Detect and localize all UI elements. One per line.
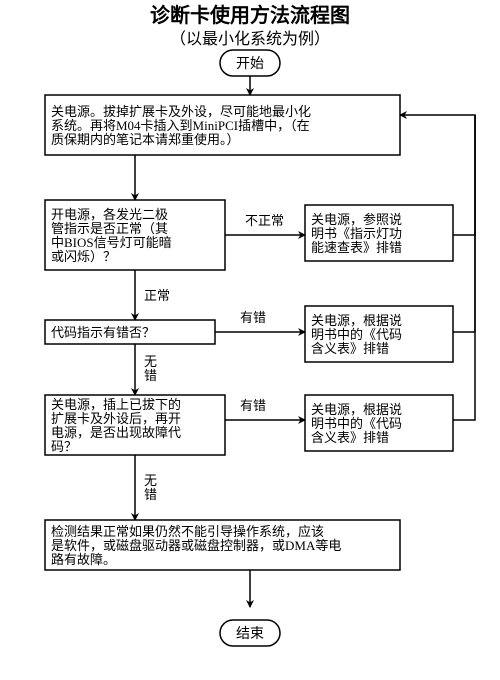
node-step1-line-1: 系统。再将M04卡插入到MiniPCI插槽中，（在 [51,118,310,133]
edge-label-5: 无 [144,354,157,369]
edge-label-3: 正常 [144,288,170,303]
node-step5-line-1: 是软件，或磁盘驱动器或磁盘控制器，或DMA等电 [51,538,341,553]
chart-title: 诊断卡使用方法流程图 [150,3,350,27]
node-step2-line-2: 中BIOS信号灯可能暗 [51,235,172,250]
node-step3-line-0: 代码指示有错否？ [51,325,155,340]
edge-label-5: 错 [144,368,157,383]
node-step2-line-3: 或闪烁）？ [51,249,116,264]
node-step4-line-2: 电源，是否出现故障代 [51,425,181,440]
node-step4err-line-1: 明书中的《代码 [311,416,402,431]
chart-subtitle: （以最小化系统为例） [170,30,330,48]
node-step3err-line-0: 关电源，根据说 [311,313,402,328]
edge-11 [453,115,475,420]
node-step2err-line-2: 能速查表》排错 [311,240,402,255]
node-step2-line-0: 开电源，各发光二极 [51,207,168,222]
node-step3err-line-2: 含义表》排错 [311,341,389,356]
edge-label-2: 不正常 [245,213,284,228]
node-start-text: 开始 [236,56,264,72]
node-step2err-line-1: 明书《指示灯功 [311,226,402,241]
node-step2err-line-0: 关电源，参照说 [311,212,402,227]
edge-label-7: 无 [144,473,157,488]
node-step1-line-2: 质保期内的笔记本请郑重使用。） [51,132,240,147]
node-step4-line-3: 码？ [51,439,77,454]
edge-label-4: 有错 [240,310,266,325]
node-step4-line-1: 扩展卡及外设后，再开 [51,411,181,426]
edge-label-7: 错 [144,487,157,502]
edge-10 [453,115,475,332]
node-step4err-line-2: 含义表》排错 [311,430,389,445]
node-step1-line-0: 关电源。拔掉扩展卡及外设，尽可能地最小化 [51,104,311,119]
node-step5-line-2: 路有故障。 [51,552,116,567]
node-step5-line-0: 检测结果正常如果仍然不能引导操作系统，应该 [51,524,324,539]
flowchart: 诊断卡使用方法流程图（以最小化系统为例）不正常正常有错无错有错无错开始关电源。拔… [0,0,500,680]
edge-label-6: 有错 [240,398,266,413]
node-end-text: 结束 [236,626,264,642]
node-step2-line-1: 管指示是否正常（其 [51,221,168,236]
node-step4err-line-0: 关电源，根据说 [311,402,402,417]
node-step3err-line-1: 明书中的《代码 [311,327,402,342]
node-step4-line-0: 关电源，插上已拔下的 [51,397,181,412]
